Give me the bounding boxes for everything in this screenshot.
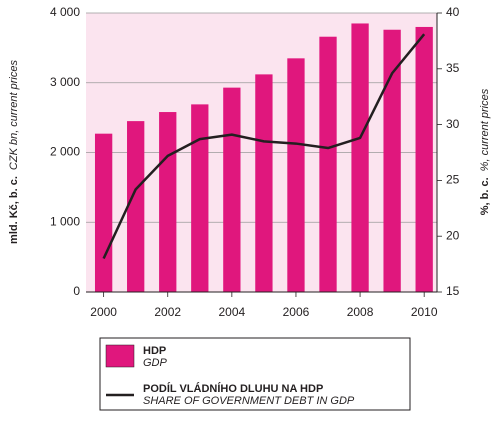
- bar: [255, 74, 273, 292]
- y2-label-en: %, current prices: [479, 88, 491, 171]
- y-tick-label: 4 000: [50, 5, 80, 19]
- y2-tick-label: 40: [446, 5, 460, 19]
- y-tick-label: 1 000: [50, 214, 80, 228]
- legend-label: PODÍL VLÁDNÍHO DLUHU NA HDP: [143, 382, 323, 395]
- y2-label: %, b. c.: [479, 177, 491, 215]
- x-tick-label: 2008: [347, 305, 374, 319]
- legend-label-en: SHARE OF GOVERNMENT DEBT IN GDP: [143, 395, 355, 407]
- bar: [351, 23, 369, 293]
- bar: [415, 26, 433, 292]
- legend-label: HDP: [143, 345, 166, 357]
- bar: [159, 112, 177, 292]
- y-tick-label: 2 000: [50, 145, 80, 159]
- x-tick-label: 2000: [90, 305, 117, 319]
- x-tick-label: 2002: [154, 305, 181, 319]
- y-tick-label: 0: [73, 284, 80, 298]
- y-label: mld. Kč, b. c.: [8, 176, 20, 244]
- y-tick-label: 3 000: [50, 75, 80, 89]
- y2-tick-label: 15: [446, 284, 460, 298]
- x-tick-label: 2004: [218, 305, 245, 319]
- x-tick-label: 2010: [411, 305, 438, 319]
- bar: [191, 104, 209, 292]
- legend-label-en: GDP: [143, 357, 168, 369]
- bar: [319, 36, 337, 293]
- legend-swatch: [105, 344, 135, 368]
- x-tick-label: 2006: [283, 305, 310, 319]
- line: [102, 33, 426, 260]
- bar: [223, 87, 241, 292]
- bar: [287, 58, 305, 293]
- y-label-en: CZK bn, current prices: [8, 60, 20, 171]
- y2-tick-label: 30: [446, 117, 460, 131]
- y2-tick-label: 25: [446, 173, 460, 187]
- bar: [94, 133, 113, 292]
- bar: [383, 29, 401, 293]
- bar: [127, 121, 145, 292]
- y2-tick-label: 20: [446, 228, 460, 242]
- legend: [99, 337, 411, 411]
- y2-axis-label: %, b. c. %, current prices: [479, 88, 491, 215]
- y2-tick-label: 35: [446, 61, 460, 75]
- y-axis-label: mld. Kč, b. c. CZK bn, current prices: [8, 60, 20, 244]
